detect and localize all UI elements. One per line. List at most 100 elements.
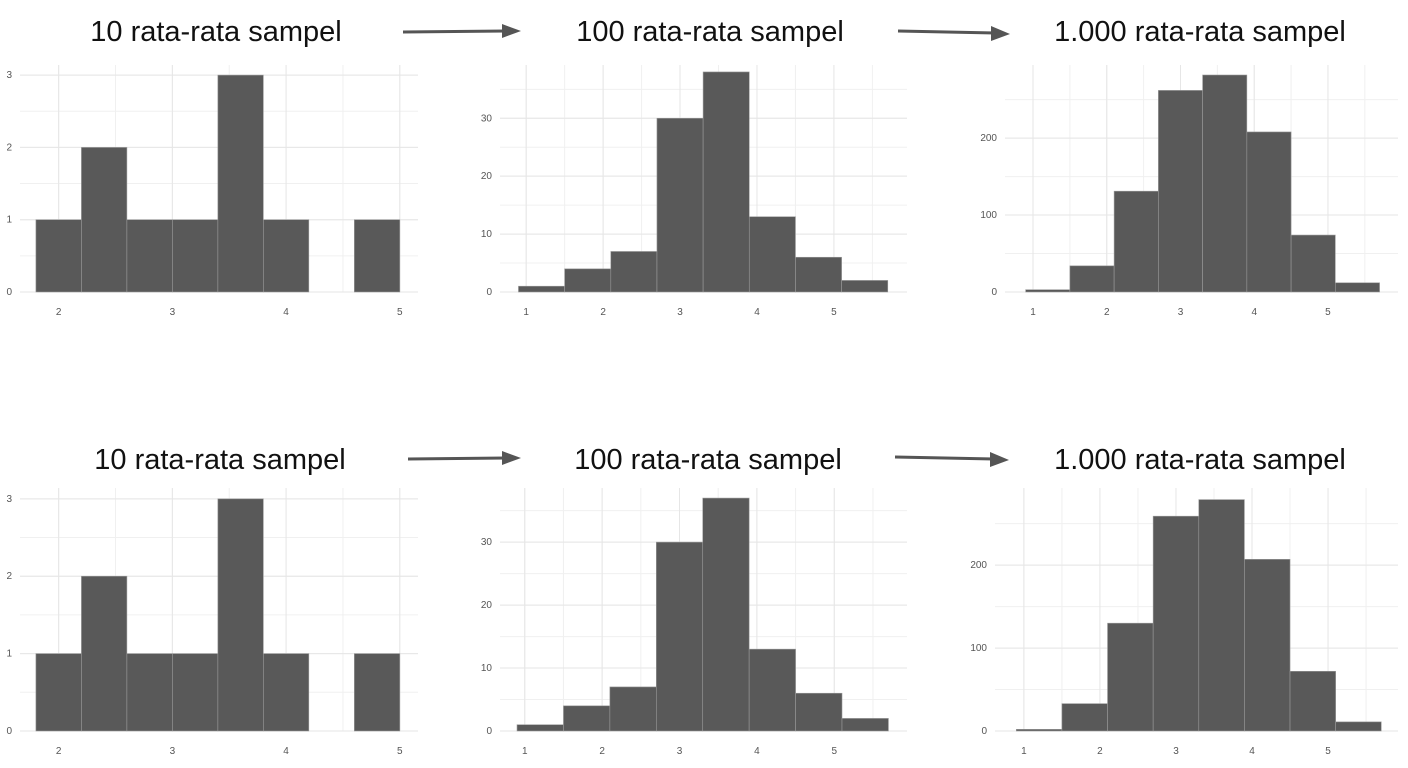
histogram-bar xyxy=(656,117,704,293)
histogram-bar xyxy=(35,219,82,293)
histogram-panel: 1 2 3 4 5 0 100 200 xyxy=(980,65,1398,318)
y-tick-label: 20 xyxy=(481,600,493,611)
y-tick-label: 0 xyxy=(6,726,12,737)
histogram-bar xyxy=(1152,515,1200,732)
arrow-icon xyxy=(897,26,1010,41)
x-tick-label: 3 xyxy=(1178,307,1184,318)
x-tick-label: 4 xyxy=(1251,307,1257,318)
chart-title-top-10: 10 rata-rata sampel xyxy=(90,16,342,48)
x-tick-label: 4 xyxy=(1249,746,1255,757)
x-tick-label: 2 xyxy=(1097,746,1103,757)
histogram-bar xyxy=(795,256,842,293)
histogram-bar xyxy=(609,686,657,732)
y-tick-label: 100 xyxy=(970,643,987,654)
histogram-bar xyxy=(841,280,889,293)
histogram-panel: 2 3 4 5 0 1 2 3 xyxy=(6,65,418,318)
x-tick-label: 2 xyxy=(600,307,606,318)
histogram-bar xyxy=(1202,74,1248,293)
y-tick-label: 0 xyxy=(981,726,987,737)
y-tick-label: 10 xyxy=(481,663,493,674)
y-tick-label: 200 xyxy=(980,133,997,144)
x-tick-label: 3 xyxy=(677,307,683,318)
arrow-icon xyxy=(894,452,1009,467)
histogram-bar xyxy=(263,219,310,293)
x-tick-label: 5 xyxy=(397,746,403,757)
histogram-panel: 2 3 4 5 0 1 2 3 xyxy=(6,488,418,757)
x-tick-label: 1 xyxy=(522,746,528,757)
histogram-bar xyxy=(1015,729,1063,732)
chart-title-bottom-100: 100 rata-rata sampel xyxy=(574,444,842,476)
y-tick-label: 30 xyxy=(481,113,493,124)
x-tick-label: 5 xyxy=(831,746,837,757)
histogram-bar xyxy=(1061,703,1108,732)
histogram-bar xyxy=(1246,131,1292,293)
histogram-bar xyxy=(1025,289,1071,293)
histogram-bar xyxy=(172,219,219,293)
x-tick-label: 2 xyxy=(1104,307,1110,318)
histogram-bar xyxy=(610,251,658,293)
x-tick-label: 3 xyxy=(1173,746,1179,757)
y-tick-label: 100 xyxy=(980,210,997,221)
histogram-bar xyxy=(81,575,128,732)
histogram-bar xyxy=(81,147,128,293)
x-tick-label: 5 xyxy=(397,307,403,318)
chart-title-top-100: 100 rata-rata sampel xyxy=(576,16,844,48)
histogram-bar xyxy=(1290,234,1336,293)
histogram-bar xyxy=(126,653,173,732)
x-tick-label: 3 xyxy=(170,307,176,318)
histogram-panel: 1 2 3 4 5 0 10 20 30 xyxy=(481,488,907,757)
chart-title-bottom-1000: 1.000 rata-rata sampel xyxy=(1054,444,1346,476)
x-tick-label: 2 xyxy=(599,746,605,757)
y-tick-label: 0 xyxy=(486,287,492,298)
histogram-bar xyxy=(516,724,564,732)
arrow-icon xyxy=(402,24,521,38)
histogram-panel: 1 2 3 4 5 0 100 200 xyxy=(970,488,1398,757)
histogram-bar xyxy=(656,541,704,732)
histogram-bar xyxy=(263,653,310,732)
histogram-bar xyxy=(1107,622,1154,732)
chart-title-bottom-10: 10 rata-rata sampel xyxy=(94,444,346,476)
histogram-bar xyxy=(518,285,565,293)
chart-title-top-1000: 1.000 rata-rata sampel xyxy=(1054,16,1346,48)
histogram-bar xyxy=(1289,670,1336,732)
x-tick-label: 4 xyxy=(283,746,289,757)
x-tick-label: 2 xyxy=(56,746,62,757)
y-tick-label: 1 xyxy=(6,649,12,660)
y-tick-label: 2 xyxy=(6,571,12,582)
x-tick-label: 4 xyxy=(754,307,760,318)
x-tick-label: 5 xyxy=(1325,746,1331,757)
histogram-bar xyxy=(1244,559,1291,732)
y-tick-label: 0 xyxy=(6,287,12,298)
x-tick-label: 3 xyxy=(170,746,176,757)
histogram-bar xyxy=(354,219,401,293)
histogram-bar xyxy=(748,216,796,293)
histogram-bar xyxy=(1069,265,1115,293)
x-tick-label: 4 xyxy=(283,307,289,318)
histogram-bar xyxy=(217,498,264,732)
histogram-bar xyxy=(354,653,401,732)
x-tick-label: 1 xyxy=(523,307,529,318)
x-tick-label: 4 xyxy=(754,746,760,757)
y-tick-label: 0 xyxy=(486,726,492,737)
histogram-bar xyxy=(1335,282,1380,293)
histogram-bar xyxy=(35,653,82,732)
y-tick-label: 2 xyxy=(6,142,12,153)
histogram-bar xyxy=(217,74,264,293)
histogram-bar xyxy=(702,71,750,293)
x-tick-label: 5 xyxy=(1325,307,1331,318)
histogram-bar xyxy=(564,268,612,293)
histogram-bar xyxy=(748,648,796,732)
x-tick-label: 3 xyxy=(677,746,683,757)
histogram-bar xyxy=(126,219,173,293)
y-tick-label: 20 xyxy=(481,171,493,182)
histogram-bar xyxy=(702,497,750,732)
y-tick-label: 1 xyxy=(6,215,12,226)
x-tick-label: 1 xyxy=(1030,307,1036,318)
histogram-panel: 1 2 3 4 5 0 10 20 30 xyxy=(481,65,907,318)
y-tick-label: 200 xyxy=(970,560,987,571)
y-tick-label: 0 xyxy=(991,287,997,298)
histogram-bar xyxy=(1198,499,1245,732)
histogram-bar xyxy=(795,692,843,732)
histogram-bar xyxy=(172,653,219,732)
